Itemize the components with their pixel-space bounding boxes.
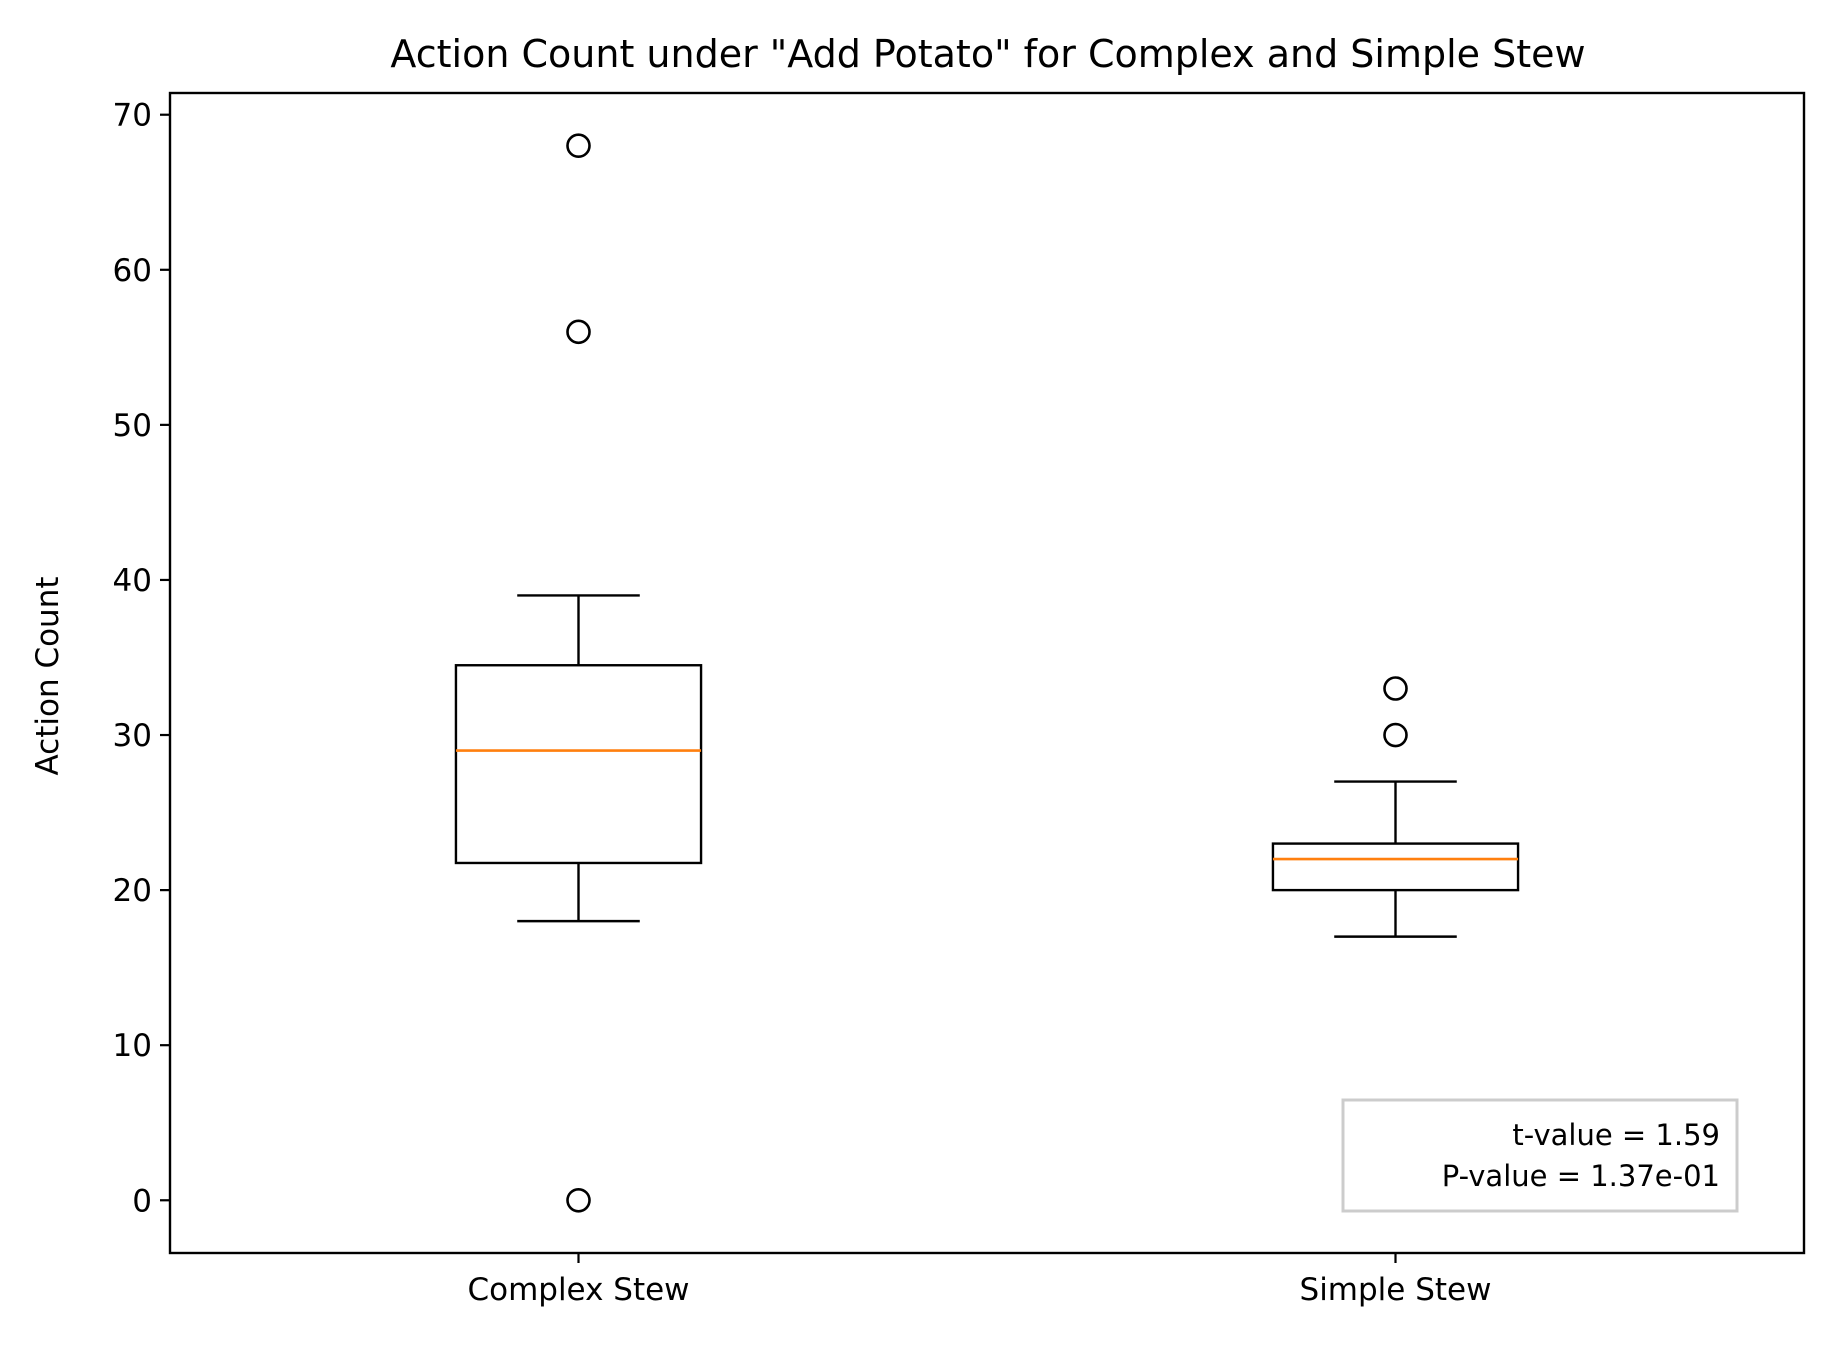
outlier-point bbox=[1383, 676, 1408, 701]
stats-annotation: t-value = 1.59 P-value = 1.37e-01 bbox=[1341, 1098, 1739, 1213]
chart-title: Action Count under "Add Potato" for Comp… bbox=[390, 32, 1585, 76]
y-tick-label: 70 bbox=[113, 98, 152, 134]
outlier-point bbox=[1383, 722, 1408, 748]
axes-frame bbox=[168, 91, 1806, 1255]
y-tick-label: 40 bbox=[113, 563, 152, 599]
x-tick-label: Complex Stew bbox=[467, 1272, 689, 1308]
y-axis-label: Action Count bbox=[30, 576, 66, 775]
stats-annotation-box bbox=[1341, 1098, 1739, 1213]
y-tick-label: 20 bbox=[113, 873, 152, 909]
p-value-text: P-value = 1.37e-01 bbox=[1442, 1159, 1720, 1193]
outlier-point bbox=[566, 133, 591, 159]
y-tick-label: 10 bbox=[113, 1028, 152, 1064]
outlier-point bbox=[566, 1187, 591, 1213]
x-tick-label: Simple Stew bbox=[1300, 1272, 1492, 1308]
plot-area: 0 10 20 30 40 50 60 70 Complex Stew Simple Stew bbox=[113, 91, 1806, 1308]
iqr-box bbox=[1271, 842, 1520, 892]
y-tick-label: 30 bbox=[113, 718, 152, 754]
iqr-box bbox=[454, 664, 703, 865]
y-tick-label: 60 bbox=[113, 253, 152, 289]
t-value-text: t-value = 1.59 bbox=[1512, 1118, 1720, 1152]
y-tick-label: 0 bbox=[132, 1183, 152, 1219]
y-tick-label: 50 bbox=[113, 408, 152, 444]
outlier-point bbox=[566, 319, 591, 345]
